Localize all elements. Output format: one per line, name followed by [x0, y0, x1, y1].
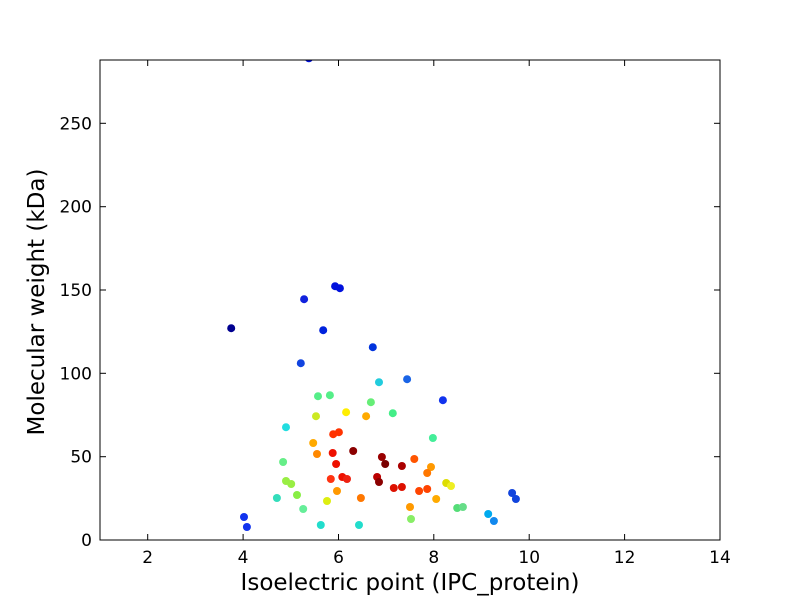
scatter-point — [403, 375, 412, 384]
x-tick-label: 8 — [428, 548, 439, 568]
scatter-point — [326, 475, 335, 483]
x-axis-label: Isoelectric point (IPC_protein) — [240, 570, 580, 596]
scatter-point — [309, 439, 318, 447]
scatter-point — [240, 513, 248, 521]
scatter-point — [423, 485, 432, 493]
scatter-point — [368, 343, 377, 352]
scatter-point — [296, 359, 305, 368]
scatter-point — [227, 324, 236, 333]
y-tick-label: 150 — [60, 281, 92, 301]
y-axis-label: Molecular weight (kDa) — [24, 168, 50, 436]
scatter-point — [375, 478, 383, 486]
scatter-point — [362, 412, 371, 421]
x-tick-label: 14 — [709, 548, 731, 568]
scatter-point — [489, 517, 498, 525]
scatter-point — [375, 378, 383, 387]
scatter-point — [335, 284, 344, 293]
scatter-point — [458, 503, 467, 511]
scatter-point — [334, 428, 343, 437]
scatter-point — [423, 469, 432, 477]
scatter-point — [312, 412, 320, 421]
scatter-point — [316, 521, 325, 529]
scatter-point — [343, 475, 351, 483]
scatter-point — [299, 505, 308, 513]
scatter-point — [381, 460, 390, 468]
scatter-point — [293, 491, 301, 499]
y-tick-label: 50 — [70, 448, 92, 468]
scatter-points-group — [227, 60, 520, 531]
scatter-point — [415, 487, 424, 495]
y-tick-label: 200 — [60, 198, 92, 218]
scatter-point — [389, 484, 398, 492]
scatter-point — [242, 523, 251, 531]
scatter-point — [282, 423, 290, 432]
scatter-point — [314, 392, 322, 401]
scatter-point — [279, 458, 288, 466]
scatter-point — [355, 521, 363, 529]
scatter-point — [432, 495, 441, 503]
scatter-point — [287, 480, 296, 488]
x-tick-label: 4 — [238, 548, 249, 568]
x-tick-label: 10 — [518, 548, 540, 568]
x-tick-label: 6 — [333, 548, 344, 568]
scatter-point — [328, 449, 337, 457]
scatter-point — [484, 510, 493, 518]
scatter-point — [397, 462, 406, 470]
scatter-point — [410, 455, 419, 463]
scatter-point — [325, 391, 334, 400]
scatter-point — [427, 463, 435, 471]
scatter-point — [333, 487, 341, 495]
y-tick-label: 100 — [60, 364, 92, 384]
y-tick-label: 250 — [60, 114, 92, 134]
scatter-point — [349, 447, 358, 455]
axes-frame — [99, 59, 721, 541]
scatter-point — [406, 503, 414, 511]
scatter-point — [508, 489, 517, 497]
scatter-point — [397, 483, 406, 491]
scatter-point — [438, 396, 447, 405]
scatter-point — [366, 398, 375, 407]
scatter-point — [511, 495, 520, 503]
scatter-point — [300, 295, 309, 304]
scatter-point — [319, 326, 328, 335]
scatter-point — [377, 453, 386, 461]
scatter-point — [407, 515, 415, 523]
scatter-point — [305, 60, 313, 63]
scatter-point — [313, 450, 321, 458]
x-tick-label: 2 — [142, 548, 153, 568]
y-tick-label: 0 — [81, 531, 92, 551]
scatter-point — [388, 409, 397, 418]
scatter-point — [272, 494, 281, 502]
scatter-point — [332, 460, 341, 468]
x-tick-label: 12 — [614, 548, 636, 568]
scatter-point — [342, 408, 351, 417]
scatter-point — [323, 497, 331, 505]
scatter-point — [447, 482, 455, 490]
scatter-point — [356, 494, 365, 502]
scatter-point — [428, 434, 437, 442]
